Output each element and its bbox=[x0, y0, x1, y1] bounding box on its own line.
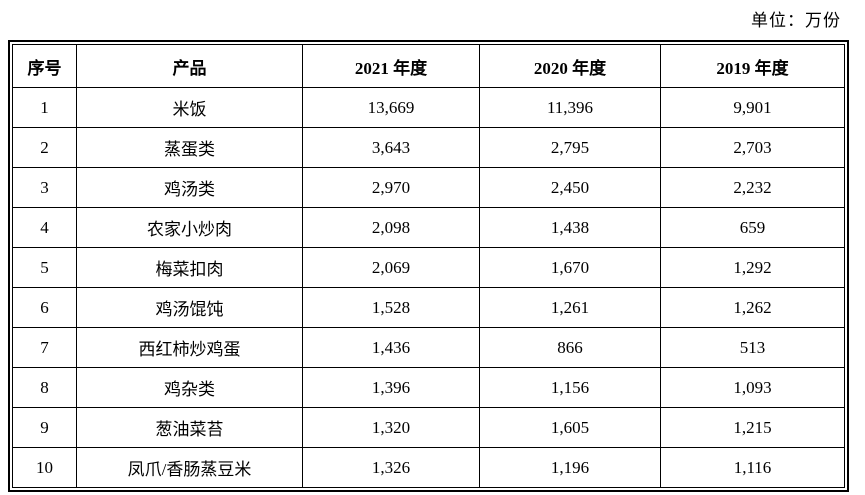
row-index-cell: 5 bbox=[12, 247, 77, 288]
table-header-row: 序号 产品 2021 年度 2020 年度 2019 年度 bbox=[12, 44, 845, 88]
value-2019-cell: 1,292 bbox=[660, 247, 845, 288]
value-2020-cell: 1,438 bbox=[479, 207, 661, 248]
product-name-cell: 蒸蛋类 bbox=[76, 127, 303, 168]
row-index-cell: 9 bbox=[12, 407, 77, 448]
value-2020-cell: 2,795 bbox=[479, 127, 661, 168]
value-2020-cell: 1,605 bbox=[479, 407, 661, 448]
table-body: 1 米饭 13,669 11,396 9,901 2 蒸蛋类 3,643 2,795 2,703 3… bbox=[12, 87, 845, 488]
product-name-cell: 米饭 bbox=[76, 87, 303, 128]
value-2021-cell: 2,098 bbox=[302, 207, 480, 248]
table-row: 4 农家小炒肉 2,098 1,438 659 bbox=[12, 207, 845, 248]
value-2021-cell: 1,436 bbox=[302, 327, 480, 368]
sales-volume-table: 序号 产品 2021 年度 2020 年度 2019 年度 1 米饭 13,669 1… bbox=[12, 44, 845, 488]
row-index-cell: 7 bbox=[12, 327, 77, 368]
value-2020-cell: 1,670 bbox=[479, 247, 661, 288]
value-2019-cell: 2,232 bbox=[660, 167, 845, 208]
header-year-2019: 2019 年度 bbox=[660, 44, 845, 88]
row-index-cell: 6 bbox=[12, 287, 77, 328]
value-2020-cell: 1,196 bbox=[479, 447, 661, 488]
value-2019-cell: 513 bbox=[660, 327, 845, 368]
value-2019-cell: 2,703 bbox=[660, 127, 845, 168]
value-2019-cell: 9,901 bbox=[660, 87, 845, 128]
value-2021-cell: 2,069 bbox=[302, 247, 480, 288]
table-row: 5 梅菜扣肉 2,069 1,670 1,292 bbox=[12, 247, 845, 288]
product-name-cell: 葱油菜苔 bbox=[76, 407, 303, 448]
row-index-cell: 4 bbox=[12, 207, 77, 248]
sales-volume-table-frame: 序号 产品 2021 年度 2020 年度 2019 年度 1 米饭 13,669 1… bbox=[8, 40, 849, 492]
value-2021-cell: 1,396 bbox=[302, 367, 480, 408]
value-2020-cell: 1,156 bbox=[479, 367, 661, 408]
value-2020-cell: 1,261 bbox=[479, 287, 661, 328]
table-row: 1 米饭 13,669 11,396 9,901 bbox=[12, 87, 845, 128]
row-index-cell: 3 bbox=[12, 167, 77, 208]
product-name-cell: 鸡杂类 bbox=[76, 367, 303, 408]
value-2019-cell: 1,262 bbox=[660, 287, 845, 328]
value-2021-cell: 2,970 bbox=[302, 167, 480, 208]
product-name-cell: 凤爪/香肠蒸豆米 bbox=[76, 447, 303, 488]
unit-label: 单位：万份 bbox=[751, 11, 841, 30]
product-name-cell: 鸡汤馄饨 bbox=[76, 287, 303, 328]
table-row: 3 鸡汤类 2,970 2,450 2,232 bbox=[12, 167, 845, 208]
header-index: 序号 bbox=[12, 44, 77, 88]
table-row: 8 鸡杂类 1,396 1,156 1,093 bbox=[12, 367, 845, 408]
header-year-2020: 2020 年度 bbox=[479, 44, 661, 88]
row-index-cell: 8 bbox=[12, 367, 77, 408]
value-2021-cell: 1,326 bbox=[302, 447, 480, 488]
table-row: 7 西红柿炒鸡蛋 1,436 866 513 bbox=[12, 327, 845, 368]
table-row: 9 葱油菜苔 1,320 1,605 1,215 bbox=[12, 407, 845, 448]
value-2019-cell: 1,116 bbox=[660, 447, 845, 488]
row-index-cell: 10 bbox=[12, 447, 77, 488]
table-row: 10 凤爪/香肠蒸豆米 1,326 1,196 1,116 bbox=[12, 447, 845, 488]
product-name-cell: 西红柿炒鸡蛋 bbox=[76, 327, 303, 368]
row-index-cell: 2 bbox=[12, 127, 77, 168]
product-name-cell: 农家小炒肉 bbox=[76, 207, 303, 248]
value-2021-cell: 1,320 bbox=[302, 407, 480, 448]
value-2020-cell: 2,450 bbox=[479, 167, 661, 208]
value-2021-cell: 13,669 bbox=[302, 87, 480, 128]
value-2019-cell: 1,215 bbox=[660, 407, 845, 448]
value-2021-cell: 1,528 bbox=[302, 287, 480, 328]
product-name-cell: 鸡汤类 bbox=[76, 167, 303, 208]
row-index-cell: 1 bbox=[12, 87, 77, 128]
product-name-cell: 梅菜扣肉 bbox=[76, 247, 303, 288]
table-row: 6 鸡汤馄饨 1,528 1,261 1,262 bbox=[12, 287, 845, 328]
value-2020-cell: 866 bbox=[479, 327, 661, 368]
value-2019-cell: 1,093 bbox=[660, 367, 845, 408]
table-row: 2 蒸蛋类 3,643 2,795 2,703 bbox=[12, 127, 845, 168]
value-2019-cell: 659 bbox=[660, 207, 845, 248]
header-product: 产品 bbox=[76, 44, 303, 88]
header-year-2021: 2021 年度 bbox=[302, 44, 480, 88]
value-2020-cell: 11,396 bbox=[479, 87, 661, 128]
value-2021-cell: 3,643 bbox=[302, 127, 480, 168]
